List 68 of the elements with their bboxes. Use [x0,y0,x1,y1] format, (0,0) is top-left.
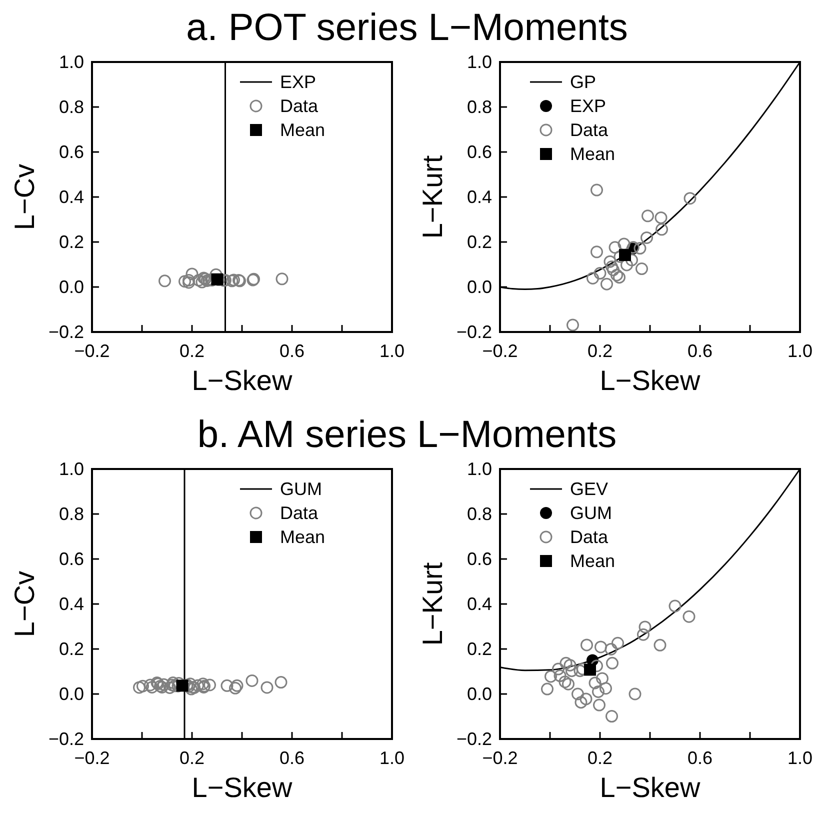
x-tick-label: 1.0 [379,341,405,361]
x-tick-label: 0.2 [587,341,613,361]
y-tick-label: −0.2 [48,729,84,749]
x-tick-label: −0.2 [74,748,110,768]
x-tick-label: 0.6 [279,341,305,361]
y-tick-label: 0.2 [466,232,492,252]
y-axis-title: L−Kurt [417,155,448,239]
x-axis-title: L−Skew [600,365,701,396]
x-tick-label: −0.2 [482,748,518,768]
x-tick-label: 1.0 [787,748,813,768]
x-tick-label: 0.6 [687,341,713,361]
legend-label: GUM [570,503,612,523]
x-tick-label: 1.0 [787,341,813,361]
legend-label: Data [280,96,320,116]
legend-label: GUM [280,479,322,499]
legend-label: Mean [280,120,326,140]
y-tick-label: 1.0 [466,459,492,479]
chart-title: a. POT series L−Moments [186,7,628,49]
x-tick-label: −0.2 [482,341,518,361]
y-axis-title: L−Cv [9,164,40,230]
legend-label: EXP [280,72,316,92]
y-tick-label: 0.2 [58,232,84,252]
legend-label: Mean [570,144,616,164]
y-tick-label: 0.6 [466,549,492,569]
y-tick-label: −0.2 [456,322,492,342]
y-tick-label: −0.2 [48,322,84,342]
y-tick-label: 0.8 [466,504,492,524]
y-axis-title: L−Cv [9,570,40,638]
y-tick-label: 0.6 [58,142,84,162]
legend-label: Data [570,527,610,547]
x-tick-label: 0.2 [179,748,205,768]
x-tick-label: 0.6 [687,748,713,768]
legend-label: Data [280,503,320,523]
y-tick-label: 1.0 [466,52,492,72]
legend-label: Mean [570,551,616,571]
x-tick-label: 1.0 [379,748,405,768]
legend-label: Data [570,120,610,140]
y-tick-label: 1.0 [58,52,84,72]
legend-label: GEV [570,479,608,499]
x-tick-label: 0.6 [279,748,305,768]
y-tick-label: 0.8 [58,504,84,524]
chart-title: b. AM series L−Moments [197,414,617,456]
y-tick-label: 0.8 [466,97,492,117]
y-tick-label: 0.4 [466,594,492,614]
y-axis-title: L−Kurt [417,562,448,646]
y-tick-label: 0.0 [466,684,492,704]
y-tick-label: 0.6 [58,549,84,569]
x-axis-title: L−Skew [600,772,701,803]
legend-label: Mean [280,527,326,547]
legend-label: EXP [570,96,606,116]
y-tick-label: 0.4 [58,594,84,614]
y-tick-label: 0.4 [58,187,84,207]
x-axis-title: L−Skew [192,365,293,396]
y-tick-label: 1.0 [58,459,84,479]
y-tick-label: 0.0 [58,684,84,704]
y-tick-label: 0.0 [58,277,84,297]
y-tick-label: 0.8 [58,97,84,117]
x-axis-title: L−Skew [192,772,293,803]
y-tick-label: −0.2 [456,729,492,749]
x-tick-label: −0.2 [74,341,110,361]
y-tick-label: 0.2 [58,639,84,659]
x-tick-label: 0.2 [179,341,205,361]
x-tick-label: 0.2 [587,748,613,768]
y-tick-label: 0.0 [466,277,492,297]
y-tick-label: 0.2 [466,639,492,659]
legend-label: GP [570,72,596,92]
y-tick-label: 0.6 [466,142,492,162]
y-tick-label: 0.4 [466,187,492,207]
